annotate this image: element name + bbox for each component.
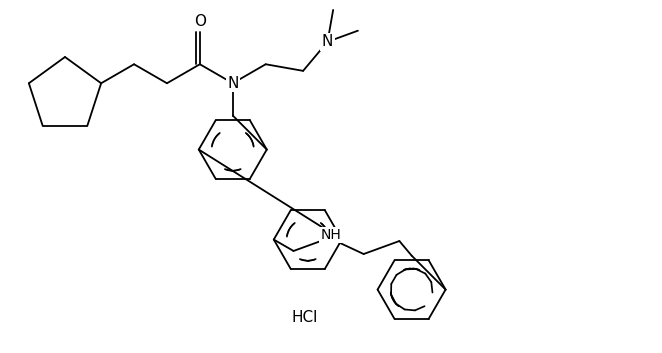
- Text: NH: NH: [321, 228, 342, 242]
- Text: N: N: [227, 76, 238, 91]
- Text: O: O: [194, 14, 206, 29]
- Text: HCl: HCl: [291, 310, 318, 325]
- Text: N: N: [322, 34, 333, 49]
